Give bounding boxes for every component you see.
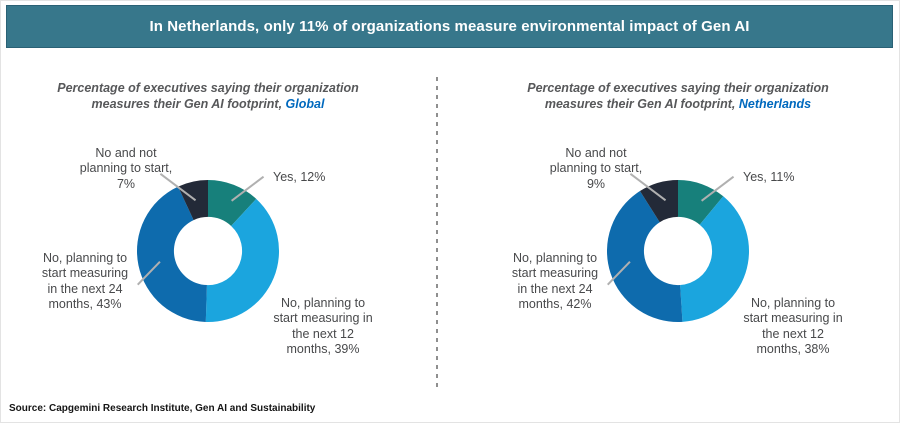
donut-segment-no-not-planning — [639, 180, 678, 223]
chart-title-prefix-global: Percentage of executives saying their or… — [57, 81, 359, 112]
label-no-next-12-months-netherlands: No, planning to start measuring in the n… — [743, 296, 843, 356]
chart-title-global: Percentage of executives saying their or… — [43, 80, 373, 113]
donut-segment-no-next-12-months — [205, 198, 280, 323]
label-no-next-24-months-global: No, planning to start measuring in the n… — [41, 251, 129, 311]
donut-segment-no-next-24-months — [606, 191, 683, 323]
label-yes-global: Yes, 12% — [273, 170, 326, 184]
panel-divider — [436, 77, 438, 387]
chart-title-netherlands: Percentage of executives saying their or… — [513, 80, 843, 113]
chart-title-region-global: Global — [285, 97, 325, 112]
header-band: In Netherlands, only 11% of organization… — [6, 5, 893, 48]
label-yes-netherlands: Yes, 11% — [743, 170, 795, 184]
donut-segment-no-next-12-months — [680, 196, 750, 322]
label-no-not-planning-global: No and not planning to start, 7% — [79, 146, 173, 191]
chart-title-region-netherlands: Netherlands — [738, 97, 812, 112]
label-no-next-12-months-global: No, planning to start measuring in the n… — [273, 296, 373, 356]
label-no-not-planning-netherlands: No and not planning to start, 9% — [549, 146, 643, 191]
donut-segment-no-not-planning — [178, 180, 208, 221]
header-title: In Netherlands, only 11% of organization… — [149, 18, 750, 35]
donut-chart-netherlands — [606, 180, 750, 323]
source-note: Source: Capgemini Research Institute, Ge… — [9, 403, 316, 414]
donut-segment-no-next-24-months — [136, 186, 207, 322]
chart-title-prefix-netherlands: Percentage of executives saying their or… — [527, 81, 829, 112]
label-no-next-24-months-netherlands: No, planning to start measuring in the n… — [511, 251, 599, 311]
donut-chart-global — [136, 180, 280, 323]
